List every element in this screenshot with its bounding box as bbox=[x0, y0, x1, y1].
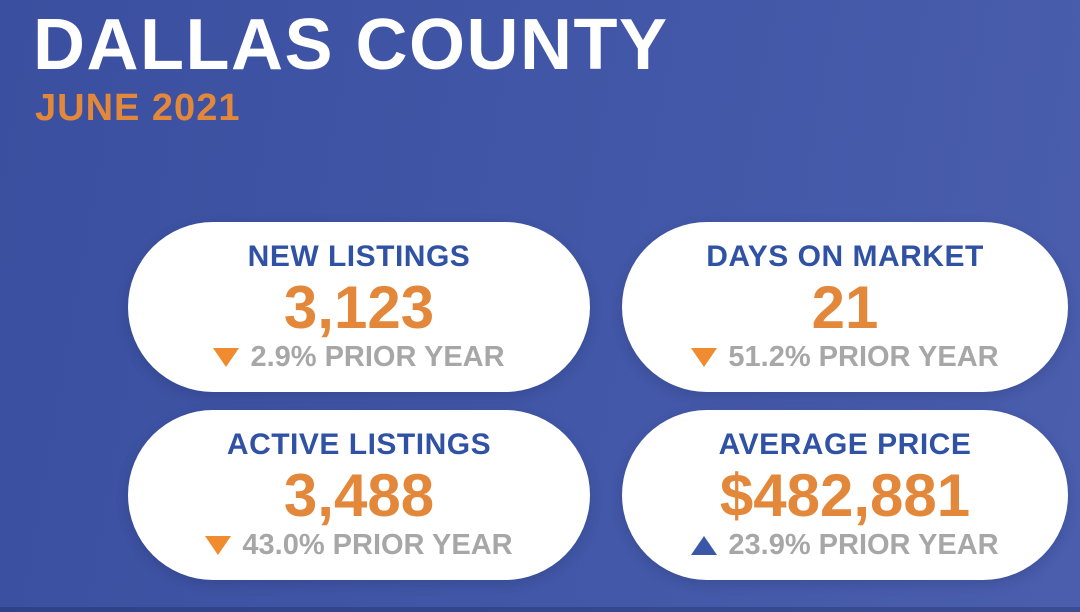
stat-value: $482,881 bbox=[719, 462, 971, 530]
stat-change: 51.2% PRIOR YEAR bbox=[691, 341, 999, 374]
up-triangle-icon bbox=[691, 536, 718, 556]
stat-change: 43.0% PRIOR YEAR bbox=[205, 529, 513, 562]
header: DALLAS COUNTY JUNE 2021 bbox=[33, 8, 668, 130]
stat-card-average-price: AVERAGE PRICE $482,881 23.9% PRIOR YEAR bbox=[622, 410, 1068, 580]
report-period: JUNE 2021 bbox=[35, 86, 241, 129]
stat-change-label: 2.9% PRIOR YEAR bbox=[250, 341, 505, 374]
down-triangle-icon bbox=[691, 348, 718, 368]
stat-value: 21 bbox=[811, 274, 879, 342]
stat-change-label: 23.9% PRIOR YEAR bbox=[728, 529, 999, 562]
stat-label: DAYS ON MARKET bbox=[706, 240, 984, 274]
stat-change: 2.9% PRIOR YEAR bbox=[213, 341, 505, 374]
stat-change-label: 51.2% PRIOR YEAR bbox=[728, 341, 999, 374]
stat-card-new-listings: NEW LISTINGS 3,123 2.9% PRIOR YEAR bbox=[128, 222, 590, 392]
stat-label: ACTIVE LISTINGS bbox=[226, 428, 492, 462]
stat-change-label: 43.0% PRIOR YEAR bbox=[242, 529, 513, 562]
page-title: DALLAS COUNTY bbox=[33, 5, 669, 85]
bottom-edge-strip bbox=[0, 607, 1080, 612]
stat-label: AVERAGE PRICE bbox=[718, 428, 972, 462]
stat-value: 3,123 bbox=[283, 274, 435, 342]
stat-cards-grid: NEW LISTINGS 3,123 2.9% PRIOR YEAR DAYS … bbox=[128, 222, 1068, 580]
stat-change: 23.9% PRIOR YEAR bbox=[691, 529, 999, 562]
stat-value: 3,488 bbox=[283, 462, 435, 530]
stat-card-active-listings: ACTIVE LISTINGS 3,488 43.0% PRIOR YEAR bbox=[128, 410, 590, 580]
down-triangle-icon bbox=[205, 536, 232, 556]
stat-label: NEW LISTINGS bbox=[247, 240, 471, 274]
stat-card-days-on-market: DAYS ON MARKET 21 51.2% PRIOR YEAR bbox=[622, 222, 1068, 392]
down-triangle-icon bbox=[213, 348, 240, 368]
